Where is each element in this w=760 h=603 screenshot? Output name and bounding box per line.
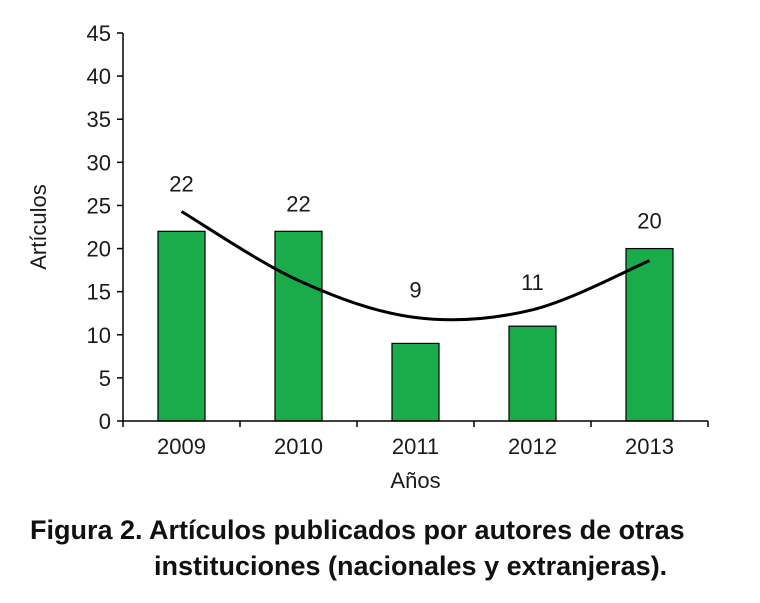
x-tick-label: 2013 [625,434,674,459]
y-tick-label: 15 [87,280,111,305]
x-axis-title: Años [390,468,440,493]
data-labels: 22 22 9 11 20 [169,171,661,302]
data-label: 11 [521,270,544,295]
y-tick-label: 40 [87,64,111,89]
y-tick-label: 30 [87,150,111,175]
x-tick-label: 2012 [508,434,557,459]
y-tick-label: 45 [87,21,111,46]
y-tick-label: 20 [87,237,111,262]
data-label: 9 [409,278,421,303]
data-label: 20 [637,209,661,234]
data-label: 22 [286,191,310,216]
caption-line-2: instituciones (nacionales y extranjeras)… [154,551,668,581]
y-tick-label: 5 [99,366,111,391]
y-tick-label: 10 [87,323,111,348]
bars [157,230,674,422]
bar [508,325,557,422]
x-tick-label: 2010 [274,434,323,459]
data-label: 22 [169,171,193,196]
y-tick-label: 35 [87,107,111,132]
bar [157,230,206,422]
x-axis-ticks: 2009 2010 2011 2012 2013 [122,421,709,459]
y-tick-label: 25 [87,193,111,218]
x-tick-label: 2011 [392,434,439,459]
bar [274,230,323,422]
bar [625,247,674,422]
y-axis-ticks: 0 5 10 15 20 25 30 35 40 45 [87,21,123,434]
bar [391,342,440,422]
x-tick-label: 2009 [157,434,206,459]
y-axis-title: Artículos [26,184,51,270]
trendline [180,210,651,322]
caption-line-1: Figura 2. Artículos publicados por autor… [30,515,685,545]
y-tick-label: 0 [99,409,111,434]
